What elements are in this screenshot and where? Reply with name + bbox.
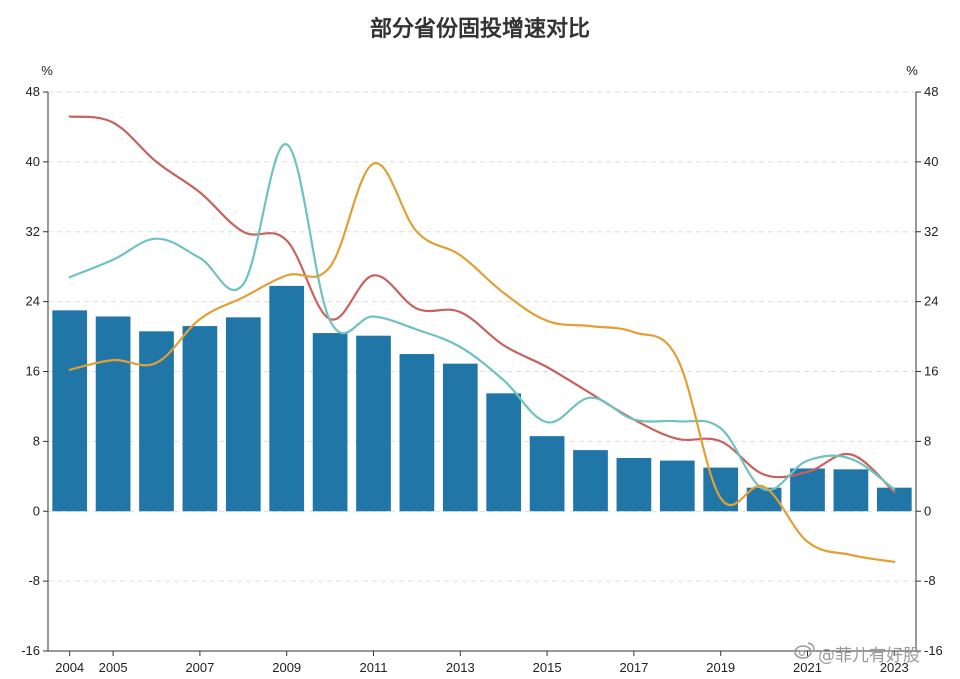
left-y-tick-label: 24	[26, 294, 40, 309]
right-axis-unit: %	[906, 63, 918, 78]
bar	[529, 436, 565, 512]
right-y-tick-label: 48	[924, 84, 938, 99]
x-ticks: 2004 2005 2007 2009 2011 2013 2015 2017 2019 2021…	[55, 651, 909, 675]
x-tick-label: 2013	[446, 660, 475, 675]
weibo-logo-icon	[794, 642, 815, 659]
bar	[139, 331, 174, 512]
bar	[225, 317, 261, 512]
left-y-tick-label: 0	[33, 503, 40, 518]
bar-series	[52, 285, 912, 512]
right-y-tick-label: 0	[924, 503, 931, 518]
bar	[442, 363, 478, 512]
bar	[659, 460, 695, 512]
chart-title: 部分省份固投增速对比	[370, 16, 590, 42]
series-line	[68, 143, 896, 492]
series-line	[68, 162, 896, 563]
left-y-tick-label: 32	[26, 224, 40, 239]
gridlines	[48, 91, 916, 582]
left-y-tick-label: 16	[26, 364, 40, 379]
bar	[833, 469, 869, 512]
x-tick-label: 2019	[706, 660, 735, 675]
x-tick-label: 2015	[533, 660, 562, 675]
x-tick-label: 2004	[55, 660, 84, 675]
right-y-tick-label: 24	[924, 294, 938, 309]
series-line	[68, 115, 896, 494]
bar	[486, 393, 522, 512]
bar	[616, 457, 652, 512]
watermark: @菲儿有好股	[794, 642, 920, 666]
x-tick-label: 2017	[619, 660, 648, 675]
right-y-tick-label: 40	[924, 154, 938, 169]
left-y-tick-label: -8	[28, 573, 40, 588]
bar	[52, 310, 88, 512]
left-y-tick-label: 40	[26, 154, 40, 169]
bar	[356, 335, 391, 512]
right-y-tick-label: 16	[924, 364, 938, 379]
right-y-ticks: -16 -8 0 8 16 24 32 40 48	[916, 84, 943, 658]
bar	[399, 354, 435, 512]
bar	[269, 285, 305, 512]
right-y-tick-label: 8	[924, 433, 931, 448]
x-tick-label: 2007	[185, 660, 214, 675]
line-series	[68, 115, 896, 563]
right-y-tick-label: -16	[924, 643, 943, 658]
bar	[95, 316, 131, 512]
x-tick-label: 2009	[272, 660, 301, 675]
left-y-tick-label: 8	[33, 433, 40, 448]
bar	[876, 487, 912, 512]
bar	[573, 450, 608, 512]
left-y-ticks: -16 -8 0 8 16 24 32 40 48	[21, 84, 48, 658]
bar	[312, 333, 348, 512]
x-tick-label: 2011	[360, 660, 388, 675]
left-axis-unit: %	[41, 63, 53, 78]
right-y-tick-label: -8	[924, 573, 936, 588]
left-y-tick-label: -16	[21, 643, 40, 658]
x-tick-label: 2005	[99, 660, 128, 675]
bar	[182, 326, 218, 512]
x-tick-label: 2021	[793, 660, 822, 675]
watermark-text: @菲儿有好股	[818, 646, 920, 666]
left-y-tick-label: 48	[26, 84, 40, 99]
x-tick-label: 2023	[880, 660, 909, 675]
right-y-tick-label: 32	[924, 224, 938, 239]
